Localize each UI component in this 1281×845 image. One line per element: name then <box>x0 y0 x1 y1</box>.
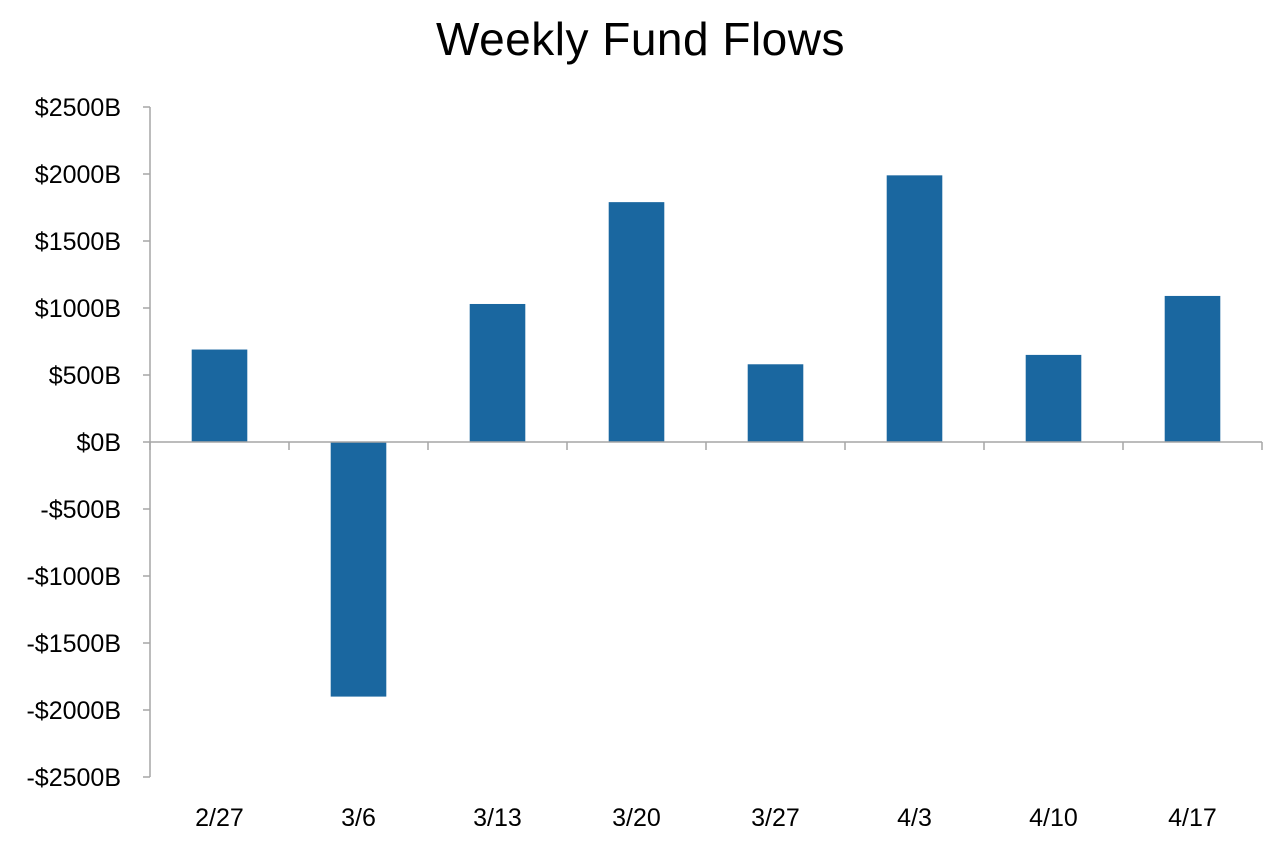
bars <box>191 175 1221 697</box>
x-tick-label: 3/20 <box>612 804 661 832</box>
x-tick-label: 3/13 <box>473 804 522 832</box>
y-axis: $2500B $2000B $1500B $1000B $500B $0B -$500B -$… <box>26 94 151 792</box>
bar-3-20 <box>608 202 665 442</box>
y-tick-label: $500B <box>49 362 121 390</box>
x-axis: 2/27 3/6 3/13 3/20 3/27 4/3 4/10 4/17 <box>149 441 1263 832</box>
x-tick-label: 4/17 <box>1168 804 1217 832</box>
x-tick-label: 3/27 <box>751 804 800 832</box>
bar-3-27 <box>747 364 804 442</box>
y-tick-label: -$2000B <box>26 697 121 725</box>
bar-4-3 <box>886 175 943 442</box>
y-tick-label: -$2500B <box>26 764 121 792</box>
y-tick-label: $2500B <box>35 94 121 122</box>
x-tick-label: 3/6 <box>341 804 376 832</box>
y-tick-label: -$500B <box>40 496 121 524</box>
y-tick-label: -$1000B <box>26 563 121 591</box>
bar-4-10 <box>1025 354 1082 442</box>
y-tick-label: $1000B <box>35 295 121 323</box>
bar-3-13 <box>469 303 526 442</box>
y-tick-label: $2000B <box>35 161 121 189</box>
x-tick-label: 4/10 <box>1029 804 1078 832</box>
y-tick-label: -$1500B <box>26 630 121 658</box>
x-tick-label: 2/27 <box>195 804 244 832</box>
bar-4-17 <box>1164 295 1221 442</box>
bar-2-27 <box>191 349 248 442</box>
x-tick-label: 4/3 <box>897 804 932 832</box>
y-tick-label: $0B <box>77 429 121 457</box>
y-tick-label: $1500B <box>35 228 121 256</box>
bar-3-6 <box>330 442 387 697</box>
chart-title: Weekly Fund Flows <box>435 13 845 65</box>
